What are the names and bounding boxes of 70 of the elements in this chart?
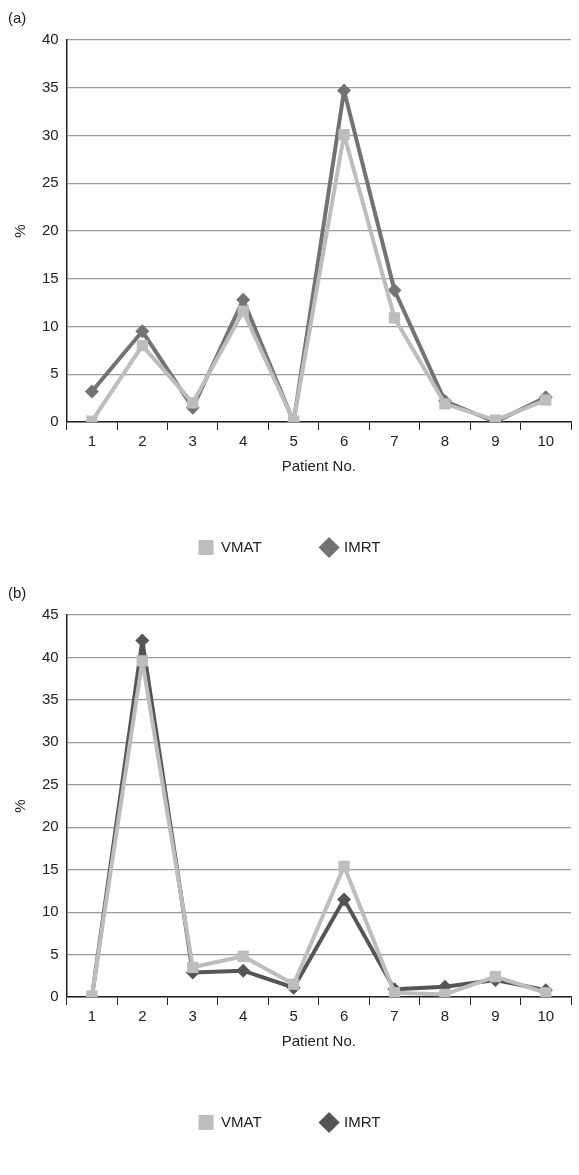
point: [287, 978, 300, 990]
x-tick-label: 1: [87, 1007, 97, 1025]
point: [387, 283, 402, 298]
point: [439, 398, 451, 410]
y-tick-label: 20: [42, 221, 59, 239]
point: [388, 987, 401, 997]
chart-title: (a): [8, 9, 27, 27]
chart-title: (b): [8, 584, 27, 602]
y-tick-label: 0: [50, 987, 59, 1005]
point: [237, 305, 249, 317]
y-tick-label: 30: [42, 732, 59, 750]
x-tick-label: 7: [390, 1007, 399, 1025]
x-axis-title: Patient No.: [281, 1032, 356, 1050]
y-tick-label: 30: [42, 125, 59, 143]
point: [236, 292, 251, 307]
y-tick-label: 40: [42, 647, 59, 665]
point: [338, 860, 350, 872]
x-tick-label: 8: [440, 1007, 450, 1025]
point: [337, 892, 352, 907]
point: [388, 312, 401, 324]
point: [84, 384, 99, 399]
point: [489, 970, 502, 983]
point: [338, 128, 350, 141]
x-tick-label: 5: [289, 432, 298, 450]
point: [187, 961, 199, 973]
x-tick-label: 3: [188, 1007, 197, 1025]
y-tick-label: 15: [42, 859, 59, 877]
legend-label: IMRT: [344, 537, 381, 555]
x-axis-title: Patient No.: [281, 457, 356, 475]
point: [540, 394, 552, 406]
point: [540, 987, 552, 997]
y-tick-label: 5: [50, 944, 59, 962]
x-tick-label: 4: [239, 432, 248, 450]
y-axis-title: %: [11, 799, 29, 813]
y-tick-label: 10: [42, 316, 59, 334]
x-tick-label: 7: [390, 432, 399, 450]
legend-label: VMAT: [221, 1112, 262, 1130]
x-tick-label: 3: [188, 432, 197, 450]
y-tick-label: 5: [50, 364, 59, 382]
y-tick-label: 10: [42, 902, 59, 920]
y-tick-label: 40: [42, 30, 59, 48]
x-tick-label: 5: [289, 1007, 298, 1025]
x-tick-label: 6: [339, 432, 349, 450]
y-tick-label: 25: [42, 173, 59, 191]
x-tick-label: 2: [138, 432, 147, 450]
point: [136, 339, 148, 352]
x-tick-label: 9: [491, 432, 500, 450]
x-tick-label: 1: [87, 432, 97, 450]
y-tick-label: 35: [42, 690, 59, 708]
point: [136, 655, 148, 667]
legend-label: IMRT: [344, 1112, 381, 1130]
point: [135, 324, 150, 339]
x-tick-label: 6: [339, 1007, 349, 1025]
y-tick-label: 35: [42, 77, 59, 95]
y-tick-label: 0: [50, 412, 59, 430]
point: [237, 950, 249, 962]
legend-label: VMAT: [221, 537, 262, 555]
y-axis-title: %: [11, 224, 29, 238]
y-tick-label: 25: [42, 774, 59, 792]
x-tick-label: 10: [537, 432, 555, 450]
y-tick-label: 15: [42, 268, 59, 286]
point: [187, 397, 199, 409]
y-tick-label: 45: [42, 605, 59, 623]
y-tick-label: 20: [42, 817, 59, 835]
x-tick-label: 9: [491, 1007, 500, 1025]
x-tick-label: 8: [440, 432, 450, 450]
point: [236, 963, 251, 978]
x-tick-label: 2: [138, 1007, 147, 1025]
x-tick-label: 10: [537, 1007, 555, 1025]
x-tick-label: 4: [239, 1007, 248, 1025]
